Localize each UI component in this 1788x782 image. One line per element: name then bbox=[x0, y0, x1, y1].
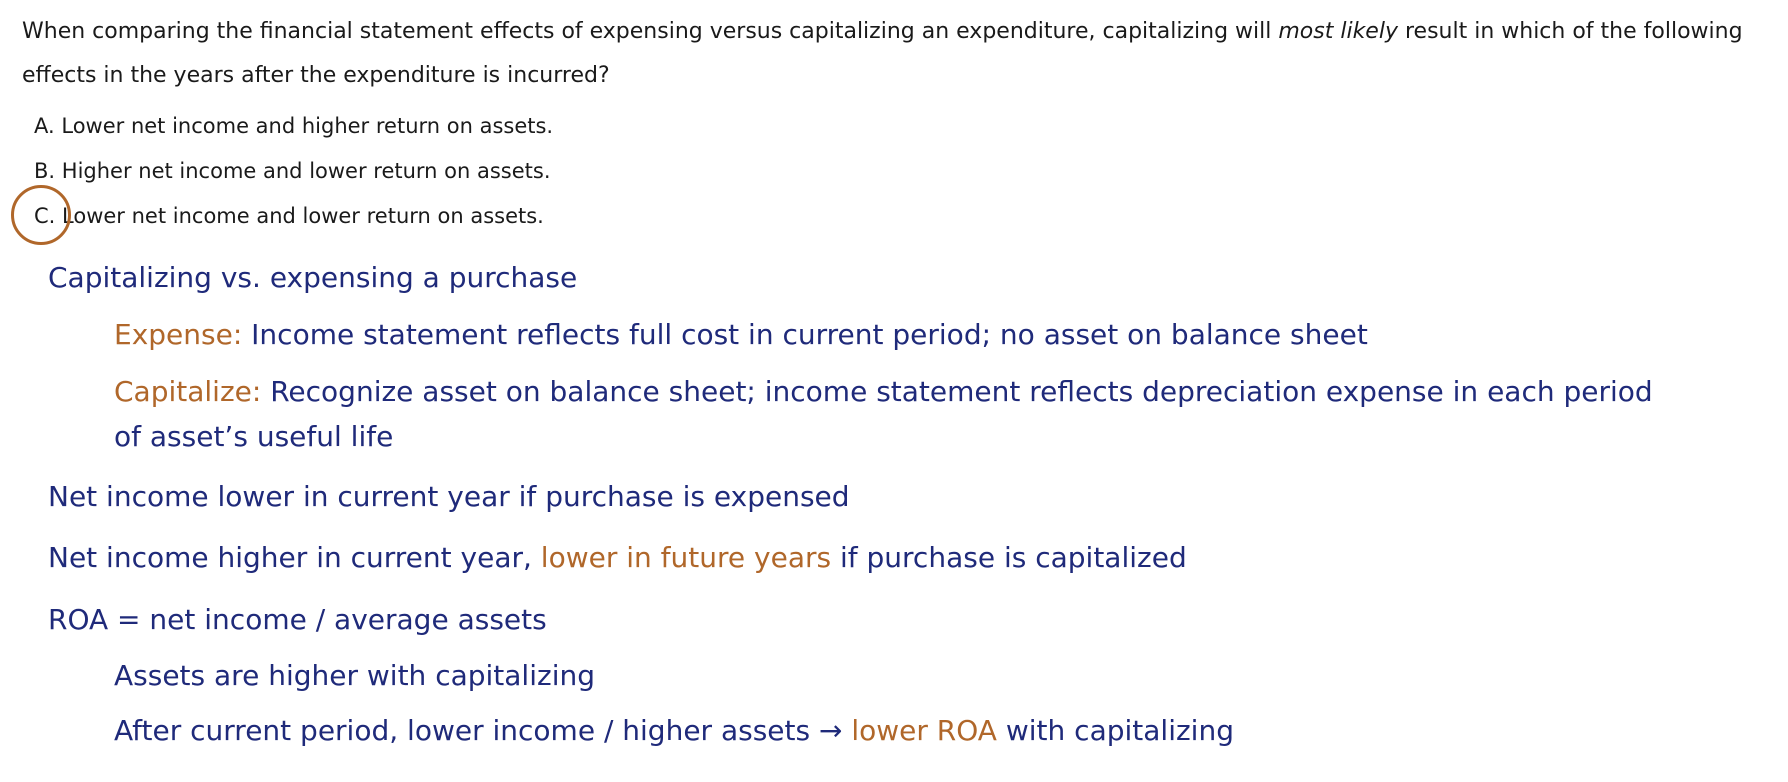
answer-options: A. Lower net income and higher return on… bbox=[34, 104, 553, 239]
option-a-text: Lower net income and higher return on as… bbox=[61, 114, 554, 138]
option-b[interactable]: B. Higher net income and lower return on… bbox=[34, 149, 553, 194]
capitalize-label: Capitalize: bbox=[114, 375, 262, 408]
question-emphasis: most likely bbox=[1278, 19, 1398, 44]
after-period-c: with capitalizing bbox=[996, 714, 1234, 747]
note-after-period: After current period, lower income / hig… bbox=[114, 709, 1234, 753]
note-expense: Expense: Income statement reflects full … bbox=[114, 313, 1368, 357]
option-c[interactable]: C. Lower net income and lower return on … bbox=[34, 194, 553, 239]
after-period-a: After current period, lower income / hig… bbox=[114, 714, 852, 747]
question-text-after: result in which of the following effects… bbox=[22, 19, 1743, 88]
note-capitalize: Capitalize: Recognize asset on balance s… bbox=[114, 370, 1653, 414]
selected-answer-circle-icon bbox=[11, 185, 71, 245]
option-b-text: Higher net income and lower return on as… bbox=[61, 159, 551, 183]
option-c-text: Lower net income and lower return on ass… bbox=[62, 204, 544, 228]
notes-heading: Capitalizing vs. expensing a purchase bbox=[48, 261, 578, 294]
expense-text: Income statement reflects full cost in c… bbox=[242, 318, 1368, 351]
note-roa-formula: ROA = net income / average assets bbox=[48, 603, 547, 636]
after-period-b: lower ROA bbox=[851, 714, 997, 747]
note-net-income-higher: Net income higher in current year, lower… bbox=[48, 536, 1187, 580]
option-b-letter: B. bbox=[34, 159, 56, 183]
note-assets-higher: Assets are higher with capitalizing bbox=[114, 659, 595, 692]
option-a[interactable]: A. Lower net income and higher return on… bbox=[34, 104, 553, 149]
net-income-higher-c: if purchase is capitalized bbox=[831, 541, 1187, 574]
question-text: When comparing the financial statement e… bbox=[22, 10, 1762, 98]
note-capitalize-line2: of asset’s useful life bbox=[114, 420, 394, 453]
option-a-letter: A. bbox=[34, 114, 55, 138]
note-net-income-lower: Net income lower in current year if purc… bbox=[48, 480, 850, 513]
expense-label: Expense: bbox=[114, 318, 243, 351]
question-text-before: When comparing the financial statement e… bbox=[22, 19, 1279, 44]
net-income-higher-b: lower in future years bbox=[540, 541, 832, 574]
net-income-higher-a: Net income higher in current year, bbox=[48, 541, 541, 574]
capitalize-text-line1: Recognize asset on balance sheet; income… bbox=[261, 375, 1653, 408]
